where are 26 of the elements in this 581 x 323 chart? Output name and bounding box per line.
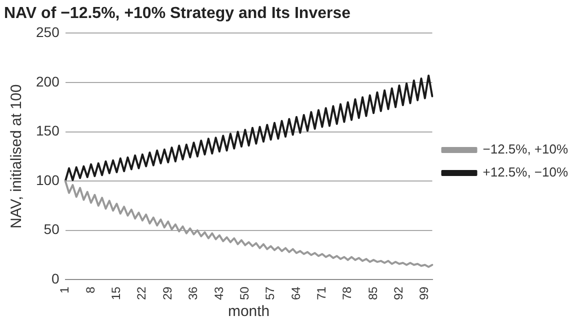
x-tick-label: 85	[366, 286, 380, 300]
y-tick-label: 150	[36, 122, 60, 139]
x-tick-label: 22	[134, 286, 149, 300]
x-tick-label: 78	[340, 286, 354, 300]
x-tick-label: 99	[417, 286, 432, 300]
legend-label: −12.5%, +10%	[482, 142, 568, 157]
x-tick-label: 43	[212, 286, 226, 300]
y-tick-label: 200	[36, 73, 60, 90]
x-tick-label: 71	[314, 286, 328, 300]
y-axis-title: NAV, initialised at 100	[8, 84, 26, 229]
x-tick-label: 92	[392, 286, 406, 300]
legend-label: +12.5%, −10%	[482, 164, 568, 180]
x-tick-label: 64	[288, 286, 303, 300]
x-tick-label: 1	[58, 286, 72, 294]
y-tick-label: 50	[44, 221, 60, 238]
y-tick-label: 250	[36, 24, 60, 40]
x-tick-label: 8	[83, 286, 98, 294]
x-tick-label: 29	[160, 286, 174, 300]
y-tick-label: 0	[52, 270, 60, 287]
x-tick-label: 15	[109, 286, 124, 300]
x-tick-label: 50	[237, 286, 252, 300]
y-tick-label: 100	[36, 172, 60, 188]
x-axis-title: month	[228, 303, 270, 320]
x-tick-label: 36	[186, 286, 200, 300]
chart-title: NAV of −12.5%, +10% Strategy and Its Inverse	[4, 5, 351, 22]
x-tick-label: 57	[263, 286, 278, 300]
